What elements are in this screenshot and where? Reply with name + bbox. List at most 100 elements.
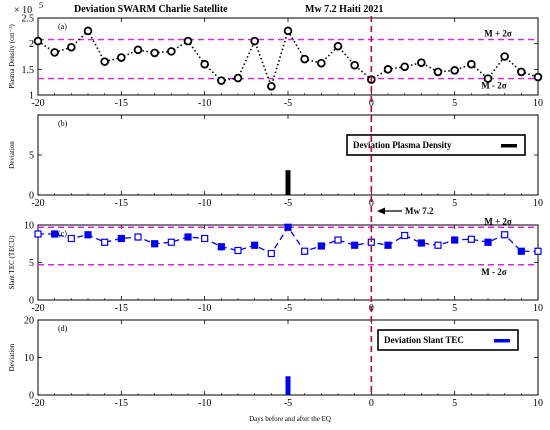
- y-axis-label: Plasma Density (cm⁻³): [8, 24, 16, 89]
- x-tick-label: -10: [198, 398, 211, 409]
- y-tick-label: 2: [29, 39, 34, 50]
- legend-box: [346, 134, 526, 156]
- upper-bound-label: M + 2σ: [484, 216, 512, 226]
- x-tick-label: -15: [115, 198, 128, 209]
- x-tick-label: 10: [533, 98, 543, 109]
- header-title: Deviation SWARM Charlie Satellite: [74, 4, 228, 15]
- x-tick-label: -20: [31, 398, 44, 409]
- data-point: [467, 235, 475, 243]
- y-tick-label: 10: [24, 353, 34, 364]
- y-tick-label: 0: [29, 391, 34, 402]
- legend-label: Deviation Plasma Density: [353, 140, 452, 150]
- data-point: [400, 62, 409, 72]
- data-point: [284, 223, 292, 231]
- y-tick-label: 1: [29, 91, 34, 102]
- panel-label: (b): [58, 119, 68, 128]
- data-point: [84, 231, 92, 239]
- data-point: [217, 76, 226, 85]
- header-event: Mw 7.2 Haiti 2021: [305, 4, 383, 15]
- x-tick-label: 5: [452, 98, 457, 109]
- x-tick-label: -15: [115, 303, 128, 314]
- y-tick-label: 2.5: [22, 14, 35, 25]
- panel-tec-deviation: -20 -15 -10 -5 0 5 10 0 10 20 Deviation (d) Deviatio…: [8, 316, 543, 410]
- annotation-arrowhead: [377, 207, 385, 215]
- x-tick-label: -15: [115, 98, 128, 109]
- data-point: [267, 249, 275, 258]
- data-point: [34, 230, 42, 238]
- data-point: [300, 54, 309, 64]
- data-point: [217, 243, 225, 251]
- legend-swatch: [501, 144, 517, 148]
- data-point: [433, 67, 443, 77]
- earthquake-annotation: Mw 7.2: [377, 206, 434, 216]
- series-line: [38, 226, 538, 255]
- data-point: [450, 66, 459, 75]
- y-tick-label: 0: [29, 296, 34, 307]
- x-tick-label: 5: [452, 303, 457, 314]
- data-point: [501, 231, 509, 239]
- data-point: [417, 239, 425, 247]
- x-tick-label: -10: [198, 303, 211, 314]
- x-tick-label: 0: [369, 98, 374, 109]
- data-point: [250, 36, 259, 46]
- x-tick-label: 0: [369, 398, 374, 409]
- legend-box: [377, 329, 519, 351]
- data-point: [134, 233, 142, 241]
- y-exponent-power: 5: [39, 1, 43, 10]
- data-point: [100, 57, 109, 66]
- deviation-bar: [285, 170, 291, 195]
- data-point: [401, 231, 409, 240]
- lower-bound-label: M - 2σ: [481, 267, 506, 277]
- x-tick-label: 5: [452, 198, 457, 209]
- x-axis-label: Days before and after the EQ: [249, 415, 331, 423]
- y-axis-label: Deviation: [8, 141, 16, 169]
- data-point: [283, 26, 293, 36]
- data-point: [50, 48, 59, 57]
- data-point: [67, 234, 75, 243]
- y-axis-label: Deviation: [8, 343, 16, 371]
- x-tick-label: -5: [284, 398, 292, 409]
- y-tick-label: 0: [29, 191, 34, 202]
- x-tick-label: -10: [198, 98, 211, 109]
- panel-plasma-density: -20 -15 -10 -5 0 5 10 1 1.5 2 2.5 Plasma Density (c…: [8, 14, 543, 110]
- y-tick-label: 5: [29, 258, 34, 269]
- data-point: [117, 53, 126, 62]
- y-axis-label: Slant TEC (TECU): [8, 235, 16, 290]
- data-point: [167, 47, 176, 56]
- data-point: [184, 233, 192, 241]
- x-tick-label: 5: [452, 398, 457, 409]
- data-point: [150, 48, 159, 58]
- data-point: [333, 41, 343, 51]
- y-exponent: × 10: [14, 5, 32, 16]
- deviation-bar: [285, 376, 291, 395]
- data-point: [67, 42, 76, 52]
- axes-frame: [37, 224, 539, 301]
- data-point: [167, 238, 175, 246]
- data-point: [301, 247, 309, 255]
- legend-swatch: [494, 339, 510, 343]
- x-tick-label: -10: [198, 198, 211, 209]
- x-tick-label: 10: [533, 198, 543, 209]
- x-tick-label: -15: [115, 398, 128, 409]
- data-point: [517, 247, 525, 255]
- y-tick-label: 5: [29, 151, 34, 162]
- x-tick-label: 10: [533, 303, 543, 314]
- data-point: [201, 234, 209, 243]
- data-point: [33, 36, 43, 46]
- data-point: [534, 247, 542, 255]
- y-tick-label: 1.5: [22, 65, 35, 76]
- x-tick-label: -5: [284, 198, 292, 209]
- data-point: [484, 238, 492, 246]
- data-point: [51, 230, 59, 238]
- data-point: [467, 59, 476, 69]
- data-point: [351, 241, 359, 249]
- x-tick-label: -5: [284, 303, 292, 314]
- data-point: [383, 65, 393, 74]
- y-tick-label: 20: [24, 316, 34, 327]
- annotation-text: Mw 7.2: [405, 206, 434, 216]
- data-point: [151, 240, 159, 248]
- panel-label: (c): [58, 229, 67, 238]
- data-point: [234, 246, 242, 255]
- data-point: [483, 74, 493, 83]
